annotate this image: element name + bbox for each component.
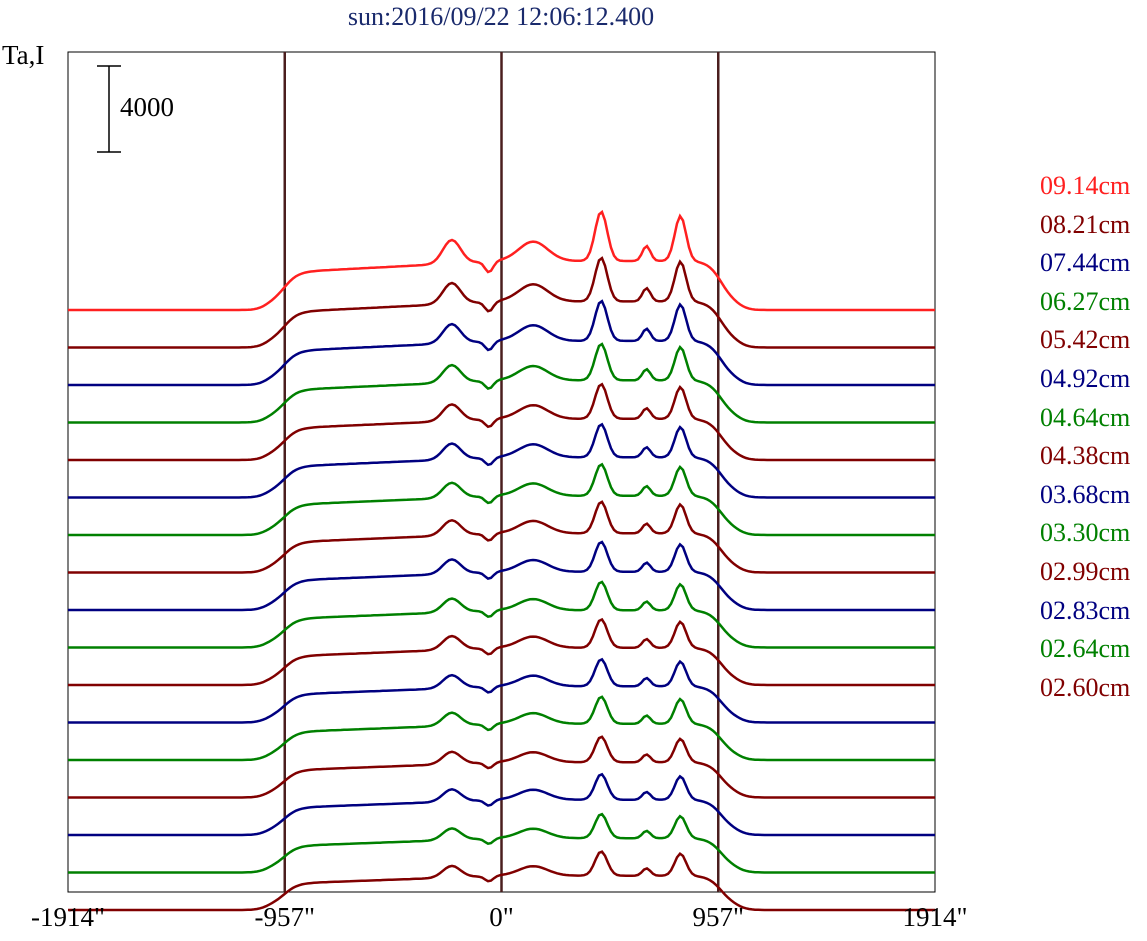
y-axis-label: Ta,I xyxy=(2,40,45,70)
series-line-0 xyxy=(68,209,935,312)
legend-item: 09.14cm xyxy=(1040,171,1131,200)
x-tick-label: -1914" xyxy=(30,902,106,932)
series-line-4 xyxy=(68,382,935,462)
chart-title: sun:2016/09/22 12:06:12.400 xyxy=(347,2,655,31)
x-tick-label: 957" xyxy=(692,902,745,932)
series-line-3 xyxy=(68,342,935,424)
legend-item: 02.60cm xyxy=(1040,672,1131,702)
legend: 09.14cm 08.21cm 07.44cm 06.27cm 05.42cm 04.92… xyxy=(1040,169,1130,709)
legend-item: 05.42cm xyxy=(1040,325,1131,355)
scale-bar xyxy=(97,65,121,153)
series-line-16 xyxy=(68,850,935,912)
legend-item: 04.64cm xyxy=(1040,402,1131,432)
legend-item: 02.64cm xyxy=(1040,634,1131,664)
series-line-2 xyxy=(68,299,935,387)
x-tick-label: -957" xyxy=(254,902,316,932)
scale-bar-label: 4000 xyxy=(120,92,174,122)
series-line-9 xyxy=(68,580,935,649)
series-line-14 xyxy=(68,772,935,837)
series-line-6 xyxy=(68,462,935,537)
legend-item: 06.27cm xyxy=(1040,286,1131,316)
series-line-5 xyxy=(68,422,935,499)
series-line-12 xyxy=(68,695,935,762)
x-tick-label: 0" xyxy=(489,902,514,932)
series-line-8 xyxy=(68,540,935,612)
legend-item: 03.68cm xyxy=(1040,479,1131,509)
legend-item: 04.38cm xyxy=(1040,441,1131,471)
legend-item: 02.83cm xyxy=(1040,595,1131,625)
legend-item: 02.99cm xyxy=(1040,556,1131,586)
series-line-1 xyxy=(68,256,935,349)
series-line-7 xyxy=(68,500,935,574)
legend-item: 04.92cm xyxy=(1040,363,1131,393)
legend-item: 03.30cm xyxy=(1040,518,1131,548)
legend-item: 08.21cm xyxy=(1040,209,1131,239)
series-line-15 xyxy=(68,812,935,874)
legend-item: 07.44cm xyxy=(1040,248,1131,278)
series-line-11 xyxy=(68,657,935,724)
series-line-13 xyxy=(68,735,935,799)
series-line-10 xyxy=(68,617,935,687)
x-tick-label: 1914" xyxy=(902,902,968,932)
